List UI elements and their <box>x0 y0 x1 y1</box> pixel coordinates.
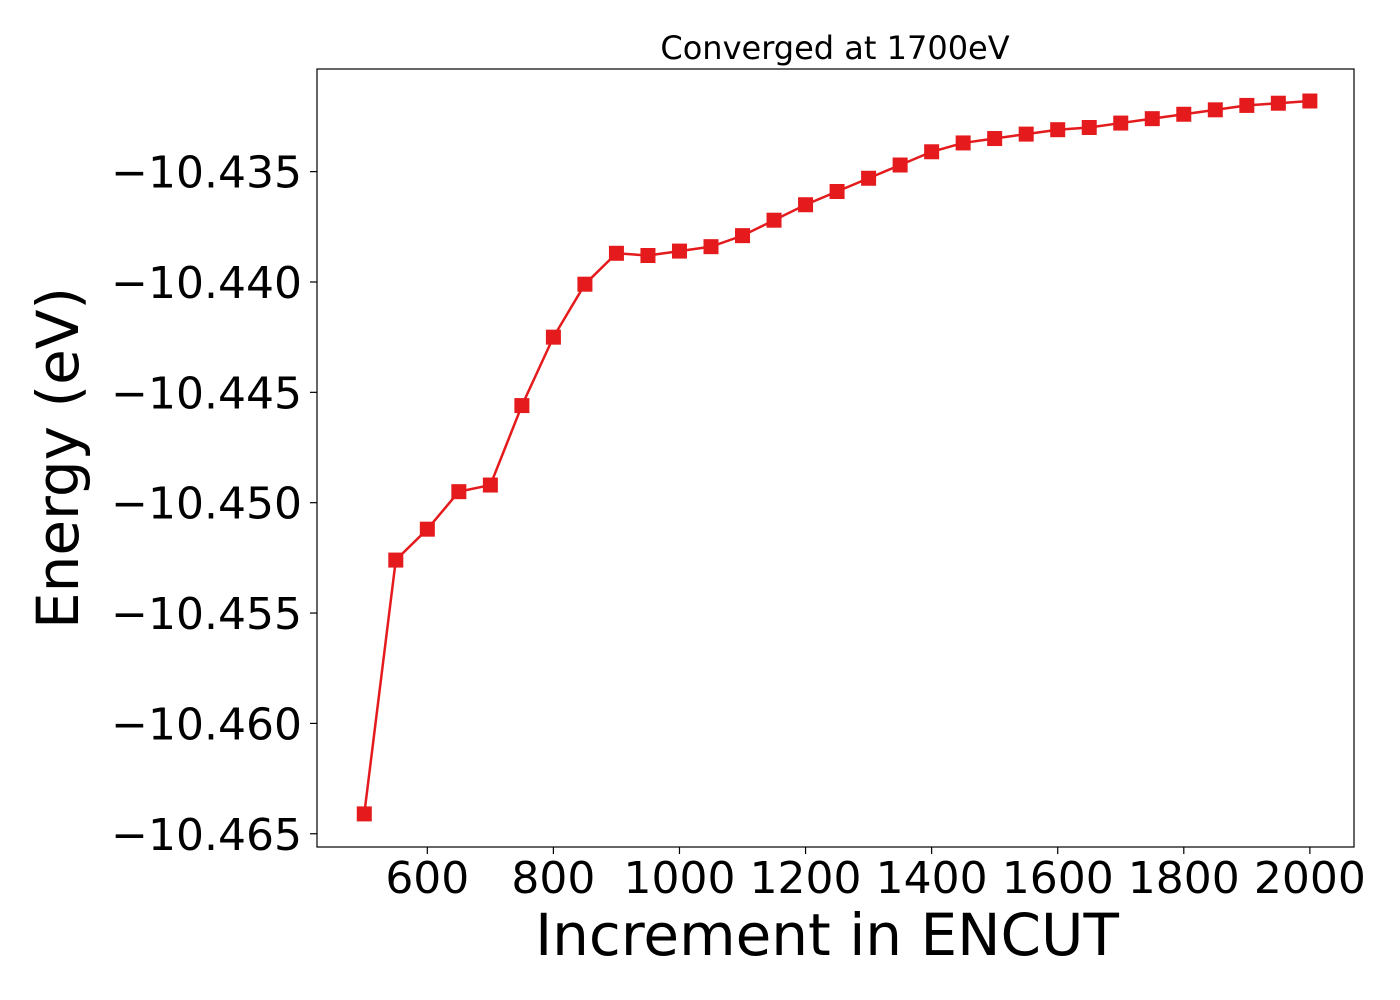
data-point <box>1207 102 1223 118</box>
data-point <box>577 276 593 292</box>
data-point <box>987 131 1003 147</box>
data-point <box>545 329 561 345</box>
data-point <box>892 157 908 173</box>
y-tick-label: −10.445 <box>111 368 302 419</box>
x-tick-label: 600 <box>385 853 469 904</box>
data-point <box>924 144 940 160</box>
y-axis-label: Energy (eV) <box>24 287 92 629</box>
data-point <box>1302 93 1318 109</box>
chart-title: Converged at 1700eV <box>660 29 1009 67</box>
y-tick-label: −10.450 <box>111 479 302 530</box>
data-point <box>1270 95 1286 111</box>
x-axis-ticks: 600 800 1000 1200 1400 1600 1800 2000 <box>385 847 1366 904</box>
data-point <box>451 484 467 500</box>
y-tick-label: −10.435 <box>111 148 302 199</box>
y-tick-label: −10.460 <box>111 699 302 750</box>
data-point <box>861 170 877 186</box>
data-point <box>388 552 404 568</box>
data-point <box>608 245 624 261</box>
data-point <box>798 197 814 213</box>
x-tick-label: 2000 <box>1254 853 1366 904</box>
data-point <box>640 248 656 263</box>
plot-marks <box>356 93 1318 822</box>
y-tick-label: −10.440 <box>111 258 302 309</box>
x-tick-label: 1200 <box>750 853 862 904</box>
data-point <box>1239 97 1255 113</box>
data-point <box>482 477 498 493</box>
x-tick-label: 1600 <box>1002 853 1114 904</box>
data-point <box>766 212 782 228</box>
data-point <box>1144 111 1160 127</box>
data-point <box>1113 115 1129 131</box>
data-point <box>829 183 845 199</box>
data-point <box>703 239 719 255</box>
data-point <box>1081 119 1097 135</box>
y-axis-ticks: −10.435 −10.440 −10.445 −10.450 −10.455 −10.4… <box>111 148 317 861</box>
x-tick-label: 1400 <box>876 853 988 904</box>
x-tick-label: 1000 <box>623 853 735 904</box>
x-axis-label: Increment in ENCUT <box>535 901 1119 969</box>
y-tick-label: −10.455 <box>111 589 302 640</box>
data-point <box>356 806 372 822</box>
data-point <box>1050 122 1066 138</box>
plot-frame <box>316 68 1355 848</box>
data-point <box>955 135 971 151</box>
data-point <box>671 243 687 259</box>
x-tick-label: 800 <box>511 853 595 904</box>
data-point <box>1176 106 1192 122</box>
data-point <box>419 521 435 537</box>
y-tick-label: −10.465 <box>111 810 302 861</box>
series-line <box>363 99 1310 815</box>
x-tick-label: 1800 <box>1128 853 1240 904</box>
data-point <box>735 228 751 244</box>
data-point <box>1018 126 1034 142</box>
data-point <box>514 398 530 414</box>
